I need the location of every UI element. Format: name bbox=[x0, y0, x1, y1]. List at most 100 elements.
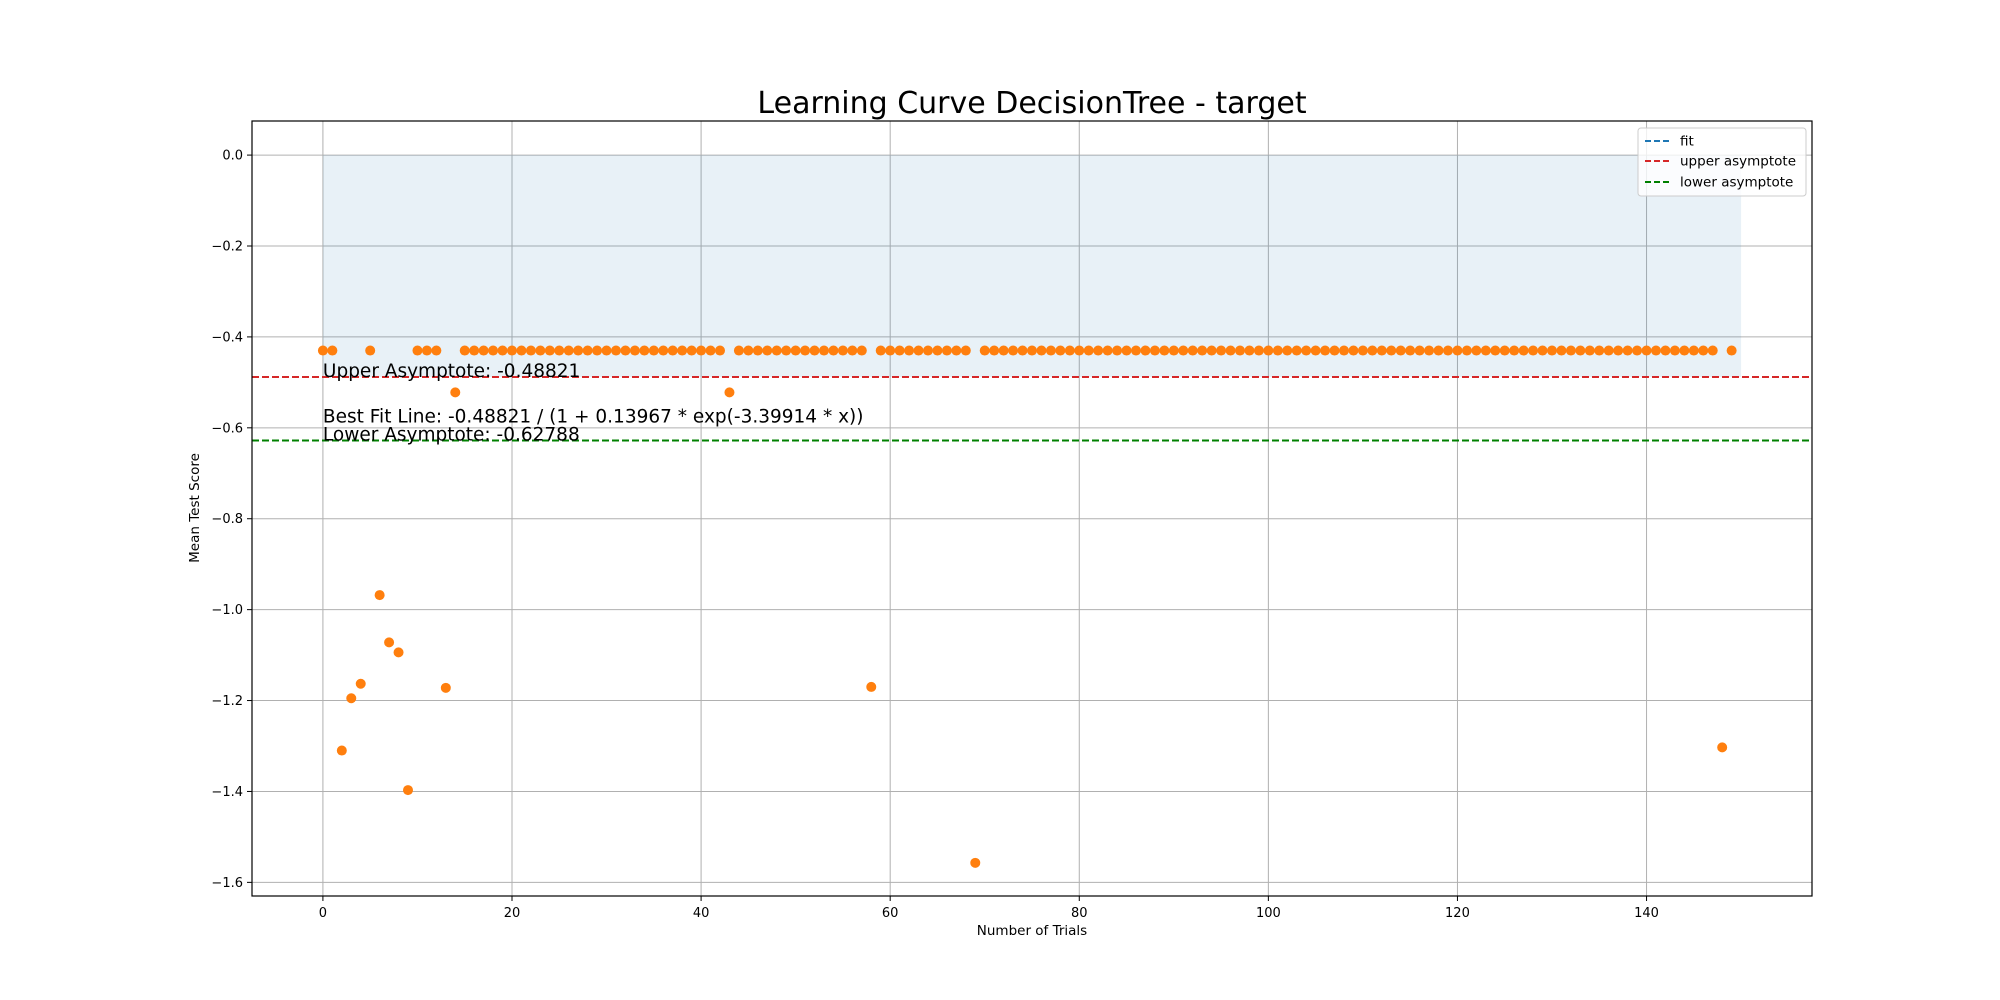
data-point bbox=[752, 345, 763, 356]
y-tick-label: −1.4 bbox=[211, 785, 243, 800]
data-point bbox=[894, 345, 905, 356]
data-point bbox=[1698, 345, 1709, 356]
y-tick-label: −0.6 bbox=[211, 421, 243, 436]
data-point bbox=[1216, 345, 1227, 356]
data-point bbox=[809, 345, 820, 356]
data-point bbox=[1244, 345, 1255, 356]
annotations: Upper Asymptote: -0.48821 Best Fit Line:… bbox=[323, 361, 864, 446]
data-point bbox=[1235, 345, 1245, 356]
legend-label-lower-asymptote: lower asymptote bbox=[1680, 175, 1793, 191]
data-point bbox=[611, 345, 621, 356]
data-point bbox=[1707, 345, 1718, 356]
data-point bbox=[771, 345, 782, 356]
data-point bbox=[960, 345, 971, 356]
data-point bbox=[1395, 345, 1406, 356]
data-point bbox=[1178, 345, 1189, 356]
data-point bbox=[1197, 345, 1208, 356]
data-point bbox=[1253, 345, 1264, 356]
axes-border bbox=[251, 120, 1813, 897]
data-point bbox=[1263, 345, 1274, 356]
data-point bbox=[1064, 345, 1075, 356]
data-point bbox=[781, 345, 792, 356]
data-point bbox=[837, 345, 848, 356]
x-tick-label: 120 bbox=[1445, 906, 1470, 921]
data-point bbox=[705, 345, 716, 356]
data-points bbox=[317, 345, 1737, 868]
data-point bbox=[1424, 345, 1435, 356]
data-point bbox=[1376, 345, 1387, 356]
y-tick-label: −1.2 bbox=[211, 694, 243, 709]
data-point bbox=[620, 345, 631, 356]
data-point bbox=[733, 345, 744, 356]
x-tick-label: 0 bbox=[319, 906, 327, 921]
data-point bbox=[875, 345, 886, 356]
data-point bbox=[1603, 345, 1614, 356]
data-point bbox=[667, 345, 678, 356]
asymptote-lines bbox=[252, 376, 1812, 442]
data-point bbox=[1490, 345, 1501, 356]
data-point bbox=[478, 345, 489, 356]
data-point bbox=[790, 345, 801, 356]
data-point bbox=[1017, 345, 1028, 356]
data-point bbox=[592, 345, 603, 356]
data-point bbox=[941, 345, 952, 356]
data-point bbox=[1121, 345, 1132, 356]
x-tick-label: 80 bbox=[1071, 906, 1088, 921]
data-point bbox=[1102, 345, 1113, 356]
data-point bbox=[346, 693, 357, 704]
data-point bbox=[1584, 345, 1595, 356]
data-point bbox=[1641, 345, 1652, 356]
data-point bbox=[1093, 345, 1104, 356]
y-tick-label: −0.4 bbox=[211, 330, 243, 345]
data-point bbox=[639, 345, 650, 356]
data-point bbox=[1537, 345, 1548, 356]
y-axis-ticks: 0.0 −0.2 −0.4 −0.6 −0.8 −1.0 −1.2 −1.4 −1.6 bbox=[211, 149, 252, 891]
data-point bbox=[1055, 345, 1066, 356]
data-point bbox=[1310, 345, 1321, 356]
data-point bbox=[440, 682, 451, 693]
data-point bbox=[1669, 345, 1680, 356]
data-point bbox=[658, 345, 669, 356]
data-point bbox=[1036, 345, 1047, 356]
data-point bbox=[544, 345, 555, 356]
data-point bbox=[1613, 345, 1624, 356]
x-axis-label: Number of Trials bbox=[977, 923, 1087, 939]
data-point bbox=[1461, 345, 1472, 356]
data-point bbox=[1443, 345, 1453, 356]
data-point bbox=[979, 345, 990, 356]
data-point bbox=[648, 345, 659, 356]
y-axis-label: Mean Test Score bbox=[187, 453, 203, 563]
data-point bbox=[1688, 345, 1699, 356]
data-point bbox=[998, 345, 1009, 356]
data-point bbox=[374, 590, 385, 601]
data-point bbox=[866, 681, 877, 692]
data-point bbox=[412, 345, 423, 356]
data-point bbox=[677, 345, 688, 356]
data-point bbox=[365, 345, 376, 356]
y-tick-label: −0.8 bbox=[211, 512, 243, 527]
data-point bbox=[1509, 345, 1520, 356]
data-point bbox=[819, 345, 829, 356]
data-point bbox=[1027, 345, 1037, 356]
data-point bbox=[904, 345, 915, 356]
data-point bbox=[1225, 345, 1236, 356]
data-point bbox=[1149, 345, 1160, 356]
data-point bbox=[431, 345, 442, 356]
data-point bbox=[1282, 345, 1293, 356]
data-point bbox=[469, 345, 480, 356]
data-point bbox=[1480, 345, 1491, 356]
data-point bbox=[1112, 345, 1123, 356]
data-point bbox=[1291, 345, 1302, 356]
data-point bbox=[507, 345, 517, 356]
data-point bbox=[535, 345, 546, 356]
data-point bbox=[393, 647, 404, 658]
axes-frame bbox=[251, 120, 1813, 897]
data-point bbox=[1159, 345, 1170, 356]
x-tick-label: 40 bbox=[693, 906, 710, 921]
data-point bbox=[1405, 345, 1416, 356]
data-point bbox=[1074, 345, 1085, 356]
data-point bbox=[1348, 345, 1359, 356]
data-point bbox=[516, 345, 527, 356]
x-tick-label: 60 bbox=[882, 906, 899, 921]
